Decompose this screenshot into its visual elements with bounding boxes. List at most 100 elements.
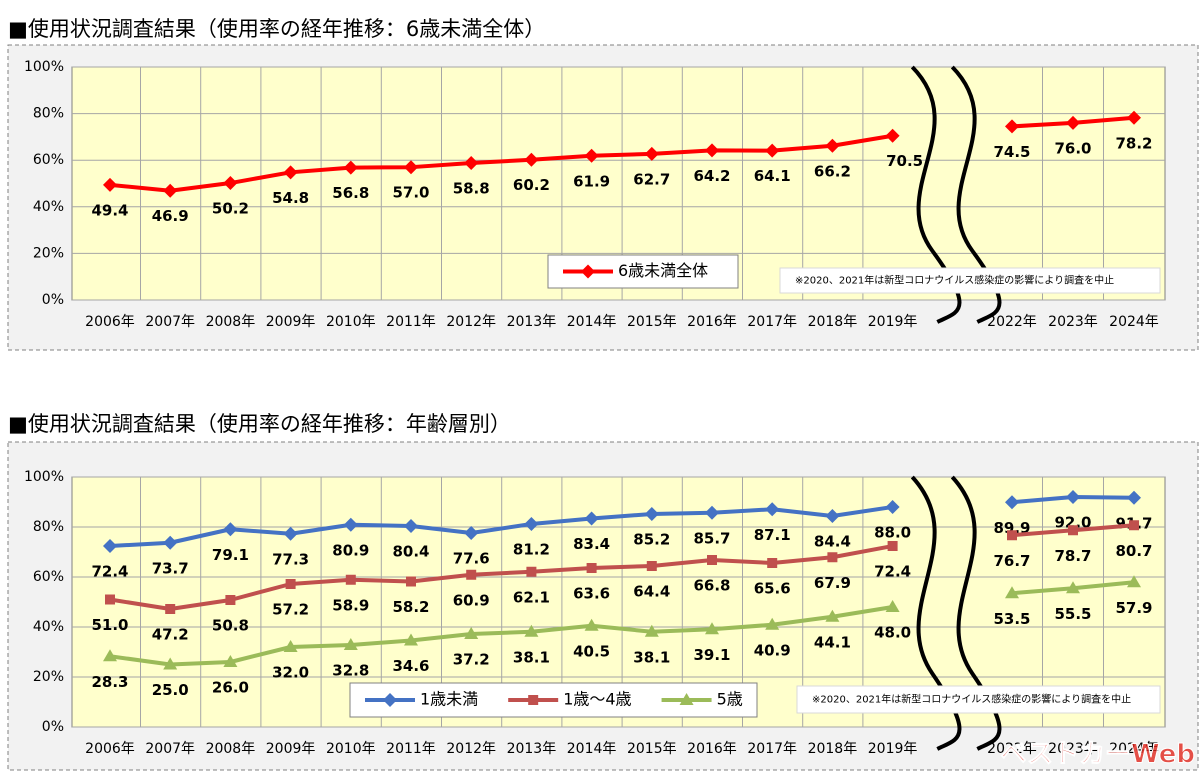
data-point	[586, 563, 597, 573]
data-point	[223, 655, 238, 667]
legend-marker	[581, 264, 595, 279]
data-point	[1005, 119, 1019, 134]
data-point	[103, 539, 117, 553]
data-point	[1129, 520, 1139, 531]
data-label: 47.2	[152, 626, 189, 644]
data-point	[1005, 495, 1019, 510]
note: ※2020、2021年は新型コロナウイルス感染症の影響により調査を中止	[812, 693, 1131, 706]
data-point	[464, 627, 479, 639]
data-label: 28.3	[91, 673, 128, 691]
data-label: 34.6	[392, 657, 429, 675]
data-point	[103, 177, 117, 192]
data-label: 92.0	[1054, 514, 1091, 532]
data-label: 80.7	[1115, 542, 1152, 560]
data-label: 25.0	[152, 681, 189, 699]
y-tick-label: 100%	[24, 469, 64, 485]
data-point	[765, 617, 780, 630]
data-label: 57.9	[1115, 599, 1152, 617]
data-point	[345, 574, 356, 585]
data-point	[1066, 581, 1080, 594]
data-point	[765, 502, 780, 517]
x-tick-label: 2014年	[567, 741, 617, 757]
data-label: 60.2	[513, 176, 550, 194]
y-tick-label: 20%	[33, 669, 64, 685]
data-label: 38.1	[513, 648, 550, 666]
data-label: 57.0	[392, 184, 429, 202]
x-tick-label: 2007年	[145, 741, 195, 757]
x-tick-label: 2008年	[206, 314, 256, 330]
y-tick-label: 0%	[42, 719, 64, 735]
x-tick-label: 2019年	[868, 741, 918, 757]
data-label: 38.1	[633, 648, 670, 666]
note-box	[779, 267, 1161, 294]
break-line	[950, 65, 1002, 324]
y-tick-label: 60%	[33, 152, 64, 168]
data-point	[163, 657, 178, 670]
data-point	[223, 176, 238, 191]
data-label: 58.8	[453, 179, 490, 197]
data-label: 70.5	[886, 152, 923, 170]
data-point	[1007, 530, 1017, 541]
data-label: 46.9	[152, 207, 189, 225]
data-point	[524, 624, 539, 637]
data-point	[705, 622, 719, 635]
data-label: 89.9	[993, 519, 1030, 537]
note: ※2020、2021年は新型コロナウイルス感染症の影響により調査を中止	[795, 274, 1114, 287]
data-point	[406, 576, 416, 587]
x-tick-label: 2015年	[627, 314, 677, 330]
legend-label: 1歳未満	[420, 690, 478, 709]
legend-marker	[383, 693, 397, 707]
data-label: 81.2	[513, 541, 550, 559]
data-label: 73.7	[152, 559, 189, 577]
y-tick-label: 20%	[33, 245, 64, 261]
x-tick-label: 2011年	[386, 314, 436, 330]
data-label: 54.8	[272, 189, 309, 207]
data-point	[825, 509, 840, 523]
chart-title: ■使用状況調査結果（使用率の経年推移：6歳未満全体）	[8, 17, 545, 41]
data-point	[165, 604, 176, 614]
data-label: 61.9	[573, 172, 610, 190]
x-tick-label: 2010年	[326, 741, 376, 757]
data-point	[584, 148, 599, 163]
break-line	[910, 65, 962, 324]
data-label: 64.2	[693, 167, 730, 185]
data-label: 84.4	[814, 533, 851, 551]
data-label: 60.9	[453, 591, 490, 609]
data-label: 37.2	[453, 651, 490, 669]
data-label: 64.1	[754, 167, 791, 185]
data-label: 53.5	[993, 610, 1030, 628]
data-label: 56.8	[332, 184, 369, 202]
data-point	[644, 507, 659, 521]
data-label: 88.0	[874, 524, 911, 542]
data-label: 58.9	[332, 596, 369, 614]
x-tick-label: 2009年	[266, 741, 316, 757]
data-point	[584, 618, 599, 631]
data-point	[1005, 586, 1019, 599]
x-tick-label: 2014年	[567, 314, 617, 330]
x-tick-label: 2018年	[808, 741, 858, 757]
x-tick-label: 2016年	[687, 741, 737, 757]
data-point	[825, 609, 840, 622]
data-point	[404, 633, 418, 646]
data-label: 50.2	[212, 200, 249, 218]
data-label: 64.4	[633, 583, 670, 601]
data-point	[644, 624, 659, 637]
x-tick-label: 2022年	[987, 741, 1037, 757]
data-point	[466, 569, 477, 580]
x-tick-label: 2019年	[868, 314, 918, 330]
legend-marker	[679, 693, 694, 705]
data-label: 39.1	[693, 646, 730, 664]
y-tick-label: 60%	[33, 569, 64, 585]
data-point	[163, 535, 178, 550]
data-label: 76.7	[993, 552, 1030, 570]
data-point	[103, 649, 117, 662]
data-label: 44.1	[814, 633, 851, 651]
data-point	[1127, 110, 1141, 125]
data-point	[526, 566, 537, 577]
y-tick-label: 40%	[33, 619, 64, 635]
x-tick-label: 2008年	[206, 741, 256, 757]
data-point	[885, 128, 900, 143]
data-label: 62.1	[513, 588, 550, 606]
x-tick-label: 2013年	[507, 314, 557, 330]
